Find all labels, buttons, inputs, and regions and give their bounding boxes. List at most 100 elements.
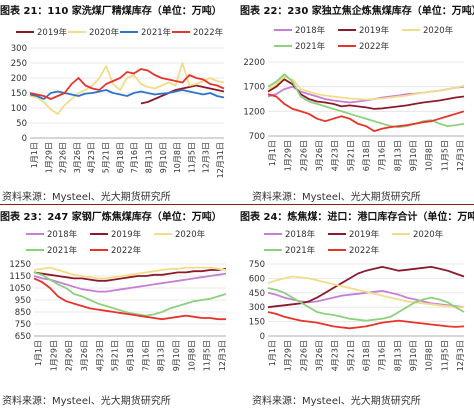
x-tick-label: 8月13日: [157, 340, 166, 371]
legend-label: 2021年: [47, 245, 78, 256]
legend-label: 2021年: [295, 41, 326, 52]
y-tick-label: 0: [22, 134, 27, 144]
x-tick-label: 3月26日: [315, 140, 324, 171]
series-line-2021: [267, 73, 465, 128]
chart-22: 700 1200 1700 2200 1月1日 1月29日 2月26日 3月26日 4月23日 5…: [243, 25, 465, 171]
x-tick-label: 4月23日: [331, 140, 340, 171]
x-tick-label: 8月13日: [144, 142, 153, 173]
series-line-2022: [33, 277, 226, 321]
legend-label: 2019年: [359, 25, 390, 36]
x-tick-label: 10月8日: [425, 340, 434, 371]
series-line-2022: [267, 311, 465, 330]
x-tick-label: 8月13日: [393, 140, 402, 171]
chart-title-21: 图表 21：110 家洗煤厂精煤库存（单位：万吨）: [0, 6, 222, 17]
x-tick-label: 11月5日: [203, 340, 212, 371]
legend-label: 2018年: [47, 229, 78, 240]
y-tick-label: 2200: [243, 58, 265, 68]
x-tick-label: 7月16日: [141, 340, 150, 371]
legend-label: 2019年: [349, 229, 380, 240]
x-tick-label: 1月1日: [268, 140, 277, 166]
x-tick-label: 2月26日: [59, 142, 68, 173]
x-tick-label: 5月21日: [102, 142, 111, 173]
series-line-2018: [33, 272, 227, 293]
x-tick-label: 6月18日: [126, 340, 135, 371]
source-21: 资料来源：Mysteel、光大期货研究所: [2, 192, 171, 203]
chart-21: 0 50 100 150 200 250 300 1月1日 1月29日 2月26日 3月26日 4月2…: [11, 27, 225, 178]
legend-label: 2022年: [349, 245, 380, 256]
series-line-2021_p21: [29, 89, 225, 100]
series-line-2021: [267, 287, 465, 322]
series-line-2020: [29, 62, 225, 115]
y-tick-label: 200: [11, 74, 27, 84]
y-tick-label: 300: [249, 303, 265, 313]
x-tick-label: 9月10日: [159, 142, 168, 173]
chart-24: 0 150 300 450 600 750 1月1日 1月29日 2月26日 3月26日 4月23日…: [249, 229, 465, 371]
y-tick-label: 700: [249, 132, 265, 142]
y-tick-label: 750: [15, 320, 31, 330]
x-tick-label: 2月26日: [65, 340, 74, 371]
x-tick-label: 9月10日: [409, 140, 418, 171]
x-tick-label: 10月8日: [173, 142, 182, 173]
x-tick-label: 2月26日: [299, 340, 308, 371]
chart-title-22: 图表 22：230 家独立焦企炼焦煤库存（单位：万吨）: [240, 6, 474, 17]
y-tick-label: 600: [249, 274, 265, 284]
source-23: 资料来源：Mysteel、光大期货研究所: [2, 396, 171, 407]
y-tick-label: 1200: [243, 107, 265, 117]
y-tick-label: 0: [260, 332, 265, 342]
legend-label: 2022年: [111, 245, 142, 256]
x-tick-label: 12月3日: [456, 340, 465, 371]
chart-title-23: 图表 23：247 家钢厂炼焦煤库存（单位：万吨）: [0, 212, 222, 223]
legend-label: 2022年: [359, 41, 390, 52]
x-tick-label: 5月21日: [346, 140, 355, 171]
legend-label: 2020年: [413, 229, 444, 240]
x-tick-label: 4月23日: [87, 142, 96, 173]
x-tick-label: 1月29日: [284, 140, 293, 171]
x-tick-label: 3月26日: [80, 340, 89, 371]
x-tick-label: 9月10日: [409, 340, 418, 371]
x-tick-label: 2月26日: [299, 140, 308, 171]
x-tick-label: 7月16日: [378, 140, 387, 171]
x-tick-label: 11月5日: [440, 340, 449, 371]
x-tick-label: 3月26日: [73, 142, 82, 173]
x-tick-label: 11月5日: [187, 142, 196, 173]
y-tick-label: 450: [249, 289, 265, 299]
x-tick-label: 9月10日: [172, 340, 181, 371]
y-tick-label: 50: [16, 119, 27, 129]
y-tick-label: 150: [11, 89, 27, 99]
separator-rule: [0, 204, 474, 205]
x-tick-label: 5月21日: [346, 340, 355, 371]
series-line-2020: [267, 275, 464, 309]
y-tick-label: 750: [249, 260, 265, 270]
source-24: 资料来源：Mysteel、光大期货研究所: [252, 396, 421, 407]
y-tick-label: 300: [11, 44, 27, 54]
x-tick-label: 12月31日: [216, 142, 225, 178]
x-tick-label: 1月1日: [268, 340, 277, 366]
x-tick-label: 1月1日: [34, 340, 43, 366]
legend-label: 2021年: [141, 27, 172, 38]
series-line-2021: [33, 271, 227, 317]
series-line-2019: [33, 267, 227, 282]
y-tick-label: 1700: [243, 83, 265, 93]
y-tick-label: 1250: [9, 260, 31, 270]
x-tick-label: 10月8日: [187, 340, 196, 371]
legend-label: 2019年: [111, 229, 142, 240]
x-tick-label: 1月29日: [44, 142, 53, 173]
x-tick-label: 12月3日: [456, 140, 465, 171]
x-tick-label: 7月16日: [378, 340, 387, 371]
x-tick-label: 6月18日: [362, 340, 371, 371]
y-tick-label: 850: [15, 308, 31, 318]
x-tick-label: 6月18日: [362, 140, 371, 171]
x-tick-label: 3月26日: [315, 340, 324, 371]
x-tick-label: 10月8日: [425, 140, 434, 171]
legend-label: 2018年: [285, 229, 316, 240]
y-tick-label: 250: [11, 59, 27, 69]
y-tick-label: 150: [249, 318, 265, 328]
series-line-2020: [267, 75, 465, 101]
series-line-2020: [33, 266, 227, 280]
x-tick-label: 6月18日: [116, 142, 125, 173]
legend-label: 2018年: [295, 25, 326, 36]
legend-label: 2019年: [37, 27, 68, 38]
x-tick-label: 4月23日: [95, 340, 104, 371]
x-tick-label: 1月1日: [30, 142, 39, 168]
legend-label: 2022年: [193, 27, 224, 38]
